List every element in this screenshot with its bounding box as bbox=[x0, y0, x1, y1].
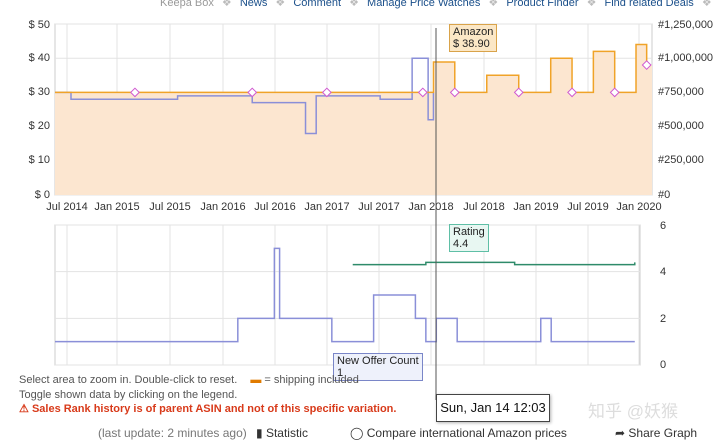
y-tick-right: 6 bbox=[660, 220, 666, 232]
x-tick: Jan 2019 bbox=[513, 201, 558, 213]
rating-tooltip-value: 4.4 bbox=[453, 238, 485, 250]
amazon-tooltip-label: Amazon bbox=[453, 26, 493, 38]
y-tick-left: $ 20 bbox=[29, 120, 50, 132]
x-tick: Jul 2017 bbox=[358, 201, 400, 213]
y-tick-left: $ 10 bbox=[29, 154, 50, 166]
x-tick: Jan 2016 bbox=[200, 201, 245, 213]
rating-tooltip: Rating 4.4 bbox=[449, 224, 489, 252]
y-tick-right: 4 bbox=[660, 266, 666, 278]
y-tick-left: $ 40 bbox=[29, 52, 50, 64]
x-tick: Jan 2018 bbox=[408, 201, 453, 213]
zoom-hint-row: Select area to zoom in. Double-click to … bbox=[19, 374, 359, 386]
y-tick-left: $ 50 bbox=[29, 19, 50, 31]
amazon-tooltip-value: $ 38.90 bbox=[453, 38, 493, 50]
x-tick: Jul 2014 bbox=[46, 201, 88, 213]
y-tick-left: $ 0 bbox=[35, 189, 50, 201]
x-tick: Jul 2019 bbox=[567, 201, 609, 213]
x-tick: Jan 2017 bbox=[304, 201, 349, 213]
bottom-chart-axis: 6 4 2 0 bbox=[660, 220, 666, 371]
x-tick: Jan 2015 bbox=[94, 201, 139, 213]
toggle-hint: Toggle shown data by clicking on the leg… bbox=[19, 389, 237, 401]
x-tick: Jan 2020 bbox=[616, 201, 661, 213]
shipping-note: = shipping included bbox=[264, 374, 359, 386]
bottom-chart-grid bbox=[55, 225, 640, 365]
y-tick-right: 2 bbox=[660, 313, 666, 325]
y-tick-right: #250,000 bbox=[658, 154, 704, 166]
watermark: 知乎 @妖猴 bbox=[588, 397, 678, 422]
y-tick-right: #500,000 bbox=[658, 120, 704, 132]
y-tick-left: $ 30 bbox=[29, 86, 50, 98]
y-tick-right: #750,000 bbox=[658, 86, 704, 98]
rating-tooltip-label: Rating bbox=[453, 226, 485, 238]
y-tick-right: #1,000,000 bbox=[658, 52, 713, 64]
crosshair-date-label: Sun, Jan 14 12:03 bbox=[436, 394, 550, 422]
warning-text: Sales Rank history is of parent ASIN and… bbox=[32, 403, 397, 415]
zoom-hint: Select area to zoom in. Double-click to … bbox=[19, 374, 237, 386]
y-tick-right: #0 bbox=[658, 189, 670, 201]
y-tick-right: 0 bbox=[660, 359, 666, 371]
x-tick: Jul 2015 bbox=[149, 201, 191, 213]
y-tick-right: #1,250,000 bbox=[658, 19, 713, 31]
amazon-tooltip: Amazon $ 38.90 bbox=[449, 24, 497, 52]
x-tick: Jul 2018 bbox=[463, 201, 505, 213]
bottom-plot-frame bbox=[55, 225, 640, 365]
offer-tooltip-label: New Offer Count bbox=[337, 355, 419, 367]
x-tick: Jul 2016 bbox=[254, 201, 296, 213]
warning-icon: ⚠ bbox=[19, 403, 29, 415]
warning-row: ⚠ Sales Rank history is of parent ASIN a… bbox=[19, 402, 396, 415]
truck-icon: ▬ bbox=[250, 374, 261, 386]
